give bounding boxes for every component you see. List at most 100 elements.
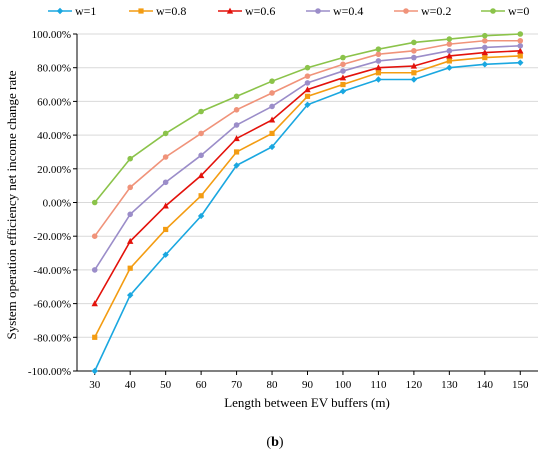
data-point: [197, 172, 205, 179]
y-tick-label: -40.00%: [33, 265, 71, 277]
data-point: [197, 212, 205, 220]
data-point: [375, 46, 382, 52]
y-tick-label: 0.00%: [43, 198, 71, 210]
data-point: [233, 149, 240, 155]
data-point: [127, 211, 133, 218]
data-point: [340, 61, 346, 68]
data-point: [482, 44, 488, 51]
data-point: [446, 48, 453, 54]
x-tick-label: 50: [160, 379, 172, 391]
x-tick-label: 60: [196, 379, 208, 391]
data-point: [446, 64, 453, 71]
y-tick-label: -60.00%: [33, 299, 71, 311]
legend-item: w=0.8: [129, 4, 186, 18]
legend-label: w=0.6: [245, 4, 275, 18]
data-point: [127, 184, 133, 191]
y-axis-title: System operation efficiency net income c…: [4, 70, 19, 339]
data-point: [198, 130, 204, 137]
legend-item: w=1: [48, 4, 96, 18]
data-point: [268, 116, 276, 123]
data-point: [91, 367, 98, 375]
data-point: [91, 233, 98, 239]
caption-close: ): [279, 435, 284, 450]
x-tick-label: 30: [89, 379, 101, 391]
y-tick-label: -20.00%: [33, 231, 71, 243]
data-point: [269, 103, 275, 110]
data-point: [126, 237, 134, 244]
series-line: [94, 61, 521, 372]
data-point: [269, 130, 275, 137]
data-point: [162, 179, 169, 186]
data-point: [375, 70, 382, 76]
data-point: [411, 54, 417, 61]
data-point: [233, 162, 240, 169]
x-tick-label: 140: [477, 379, 494, 391]
x-tick-label: 110: [370, 379, 387, 391]
data-point: [163, 226, 169, 233]
x-tick-label: 70: [231, 379, 243, 391]
chart-legend: w=1 w=0.8 w=0.6 w=0.4 w=0.2 w=0: [48, 4, 529, 18]
x-axis-ticks: 30 40 50 60 70 80 90 100 110 120 130 140 150: [89, 371, 529, 391]
data-point: [127, 155, 133, 162]
legend-swatch-marker: [226, 7, 234, 14]
x-tick-label: 100: [335, 379, 352, 391]
data-point: [269, 78, 275, 84]
y-tick-label: -80.00%: [33, 332, 71, 344]
data-point: [339, 88, 347, 95]
data-point: [340, 54, 346, 61]
data-point: [91, 267, 98, 273]
data-point: [482, 37, 488, 44]
x-axis-title: Length between EV buffers (m): [224, 395, 390, 410]
series-w-0-4: [91, 42, 524, 273]
data-point: [411, 39, 417, 46]
data-point: [304, 93, 311, 99]
data-point: [91, 300, 98, 307]
caption-open: (: [266, 435, 271, 450]
x-tick-label: 90: [302, 379, 314, 391]
data-point: [517, 47, 524, 54]
legend-swatch-marker: [56, 7, 64, 15]
series-w-0-2: [91, 37, 524, 239]
data-point: [91, 199, 98, 206]
data-point: [482, 54, 488, 61]
legend-swatch-marker: [403, 8, 409, 14]
y-tick-label: -100.00%: [28, 366, 71, 378]
legend-item: w=0: [481, 4, 529, 18]
data-point: [411, 48, 417, 54]
data-point: [304, 86, 311, 93]
legend-label: w=0.4: [333, 4, 363, 18]
data-point: [410, 62, 418, 69]
x-tick-label: 130: [441, 379, 458, 391]
y-tick-label: 80.00%: [37, 63, 71, 75]
data-point: [517, 37, 524, 44]
data-point: [340, 68, 346, 74]
data-point: [233, 122, 240, 128]
legend-label: w=0.2: [421, 4, 451, 18]
data-point: [304, 64, 311, 71]
y-tick-label: 40.00%: [37, 130, 71, 142]
legend-label: w=0.8: [156, 4, 186, 18]
data-point: [517, 59, 524, 66]
data-point: [127, 265, 133, 271]
data-point: [481, 61, 489, 68]
data-point: [269, 90, 275, 96]
data-point: [162, 154, 169, 160]
figure-caption: (b): [266, 435, 283, 450]
data-point: [233, 93, 240, 100]
data-point: [410, 76, 418, 83]
data-point: [233, 107, 240, 113]
data-point: [411, 70, 417, 76]
series-w-0: [91, 31, 524, 206]
data-point: [517, 53, 523, 59]
data-point: [304, 73, 311, 79]
data-point: [198, 193, 204, 199]
data-point: [446, 41, 453, 47]
data-point: [482, 32, 488, 39]
data-point: [375, 76, 382, 83]
legend-swatch-marker: [138, 8, 144, 14]
data-point: [339, 74, 347, 81]
data-point: [517, 42, 524, 49]
x-tick-label: 80: [267, 379, 279, 391]
data-point: [446, 52, 453, 59]
